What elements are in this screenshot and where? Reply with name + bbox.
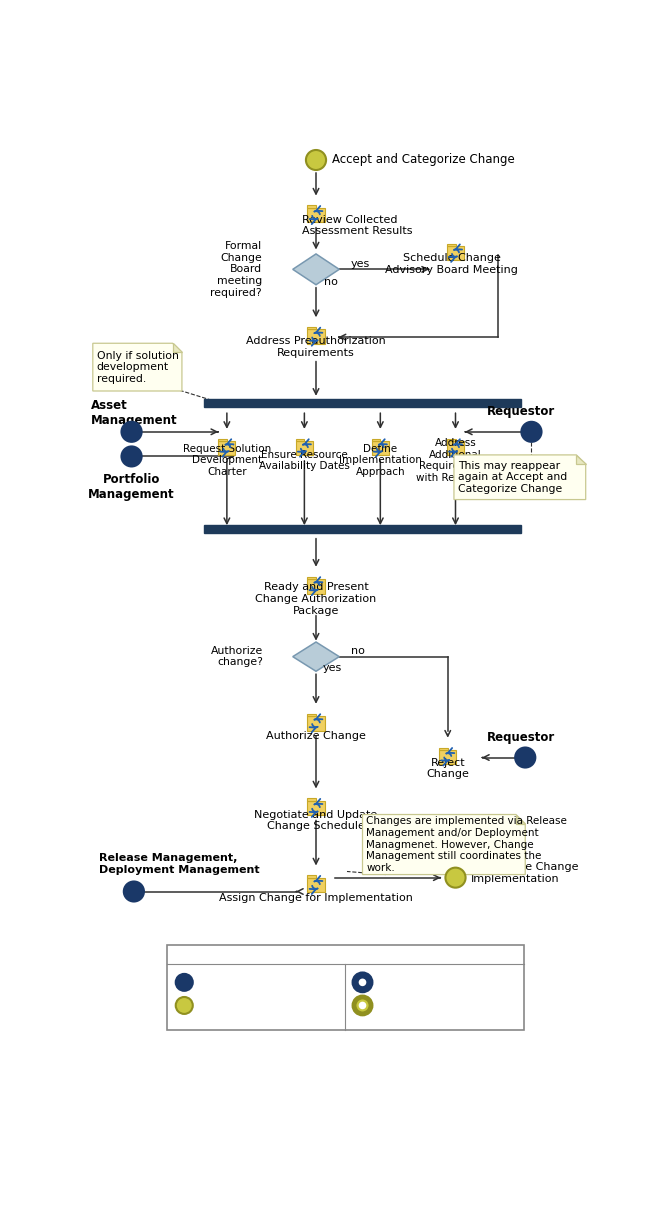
Circle shape [522, 422, 542, 442]
Polygon shape [172, 343, 182, 353]
Text: Ready and Present
Change Authorization
Package: Ready and Present Change Authorization P… [255, 582, 377, 616]
FancyBboxPatch shape [440, 747, 448, 750]
Text: Address
Additional
Requirements
with Requestor: Address Additional Requirements with Req… [416, 437, 495, 483]
FancyBboxPatch shape [307, 713, 316, 716]
Text: This may reappear
again at Accept and
Categorize Change: This may reappear again at Accept and Ca… [458, 460, 567, 494]
Text: yes: yes [322, 663, 341, 674]
Text: Accept and Categorize Change: Accept and Categorize Change [331, 153, 514, 166]
FancyBboxPatch shape [447, 439, 456, 441]
Polygon shape [454, 455, 586, 500]
Polygon shape [293, 254, 339, 284]
Text: Portfolio
Management: Portfolio Management [88, 474, 175, 501]
Circle shape [122, 446, 142, 466]
Text: Ensure Resource
Availability Dates: Ensure Resource Availability Dates [259, 449, 350, 471]
Text: Release Management,
Deployment Management: Release Management, Deployment Managemen… [99, 853, 260, 875]
Circle shape [122, 422, 142, 442]
Text: Authorize
change?: Authorize change? [211, 646, 263, 668]
FancyBboxPatch shape [296, 441, 313, 455]
FancyBboxPatch shape [307, 578, 325, 594]
Circle shape [515, 747, 535, 768]
Text: Requestor: Requestor [487, 405, 556, 418]
Text: Define
Implementation
Approach: Define Implementation Approach [339, 443, 422, 477]
Text: Coordinate Change
Implementation: Coordinate Change Implementation [471, 863, 578, 883]
FancyBboxPatch shape [307, 716, 325, 730]
FancyBboxPatch shape [307, 799, 316, 800]
Polygon shape [576, 455, 586, 464]
Text: Changes are implemented via Release
Management and/or Deployment
Managmenet. How: Changes are implemented via Release Mana… [366, 816, 567, 872]
Text: Only if solution
development
required.: Only if solution development required. [97, 351, 178, 383]
Text: no: no [351, 646, 365, 657]
FancyBboxPatch shape [218, 441, 235, 455]
FancyBboxPatch shape [372, 441, 389, 455]
FancyBboxPatch shape [296, 439, 305, 441]
FancyBboxPatch shape [307, 576, 316, 578]
Text: Asset
Management: Asset Management [92, 399, 178, 427]
Polygon shape [516, 815, 525, 824]
Text: Authorize Change: Authorize Change [266, 731, 366, 741]
FancyBboxPatch shape [204, 400, 522, 407]
FancyBboxPatch shape [307, 327, 316, 329]
Text: To activity in same process: To activity in same process [374, 1000, 524, 1011]
Text: Requestor: Requestor [487, 730, 556, 743]
Text: Assign Change for Implementation: Assign Change for Implementation [219, 893, 413, 903]
FancyBboxPatch shape [447, 441, 464, 455]
Text: From activity in same process: From activity in same process [196, 1000, 362, 1011]
Text: Reject
Change: Reject Change [426, 758, 469, 780]
Circle shape [306, 149, 326, 170]
Circle shape [359, 1001, 366, 1010]
FancyBboxPatch shape [307, 329, 325, 345]
FancyBboxPatch shape [204, 525, 522, 533]
FancyBboxPatch shape [307, 207, 325, 223]
Polygon shape [293, 642, 339, 671]
Circle shape [176, 997, 193, 1013]
Circle shape [176, 974, 193, 991]
FancyBboxPatch shape [447, 246, 464, 260]
FancyBboxPatch shape [440, 750, 456, 764]
FancyBboxPatch shape [218, 439, 227, 441]
FancyBboxPatch shape [307, 205, 316, 207]
Circle shape [446, 868, 466, 888]
Text: Formal
Change
Board
meeting
required?: Formal Change Board meeting required? [210, 241, 262, 298]
Circle shape [124, 882, 144, 901]
Text: Workflow Diagram Symbols: Workflow Diagram Symbols [232, 948, 459, 964]
FancyBboxPatch shape [307, 875, 316, 877]
Text: Request Solution
Development
Charter: Request Solution Development Charter [183, 443, 271, 477]
FancyBboxPatch shape [167, 946, 524, 1030]
FancyBboxPatch shape [372, 439, 380, 441]
Text: To another process: To another process [374, 977, 479, 987]
FancyBboxPatch shape [307, 800, 325, 816]
Text: Negotiate and Update
Change Schedule: Negotiate and Update Change Schedule [255, 810, 377, 831]
Text: From another process: From another process [196, 977, 317, 987]
Circle shape [354, 997, 371, 1013]
Text: Schedule Change
Advisory Board Meeting: Schedule Change Advisory Board Meeting [385, 253, 518, 275]
Text: yes: yes [351, 259, 370, 269]
Circle shape [359, 978, 366, 986]
Text: no: no [324, 277, 337, 287]
Polygon shape [93, 343, 182, 390]
Polygon shape [363, 815, 525, 875]
FancyBboxPatch shape [307, 877, 325, 892]
FancyBboxPatch shape [447, 243, 456, 246]
Text: Review Collected
Assessment Results: Review Collected Assessment Results [302, 214, 413, 236]
Text: Address Preauthorization
Requirements: Address Preauthorization Requirements [246, 336, 386, 358]
Circle shape [354, 974, 371, 991]
